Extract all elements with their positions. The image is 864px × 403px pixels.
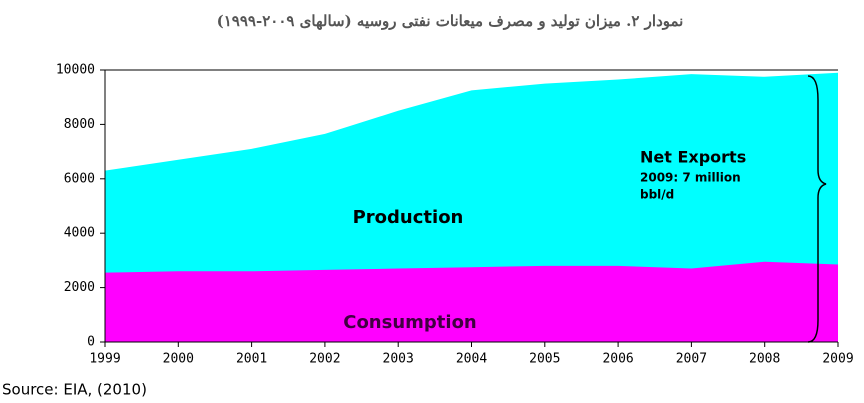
x-tick-label: 1999: [89, 352, 120, 367]
x-tick-label: 2005: [529, 352, 560, 367]
y-tick-label: 10000: [56, 63, 95, 78]
y-tick-label: 0: [87, 335, 95, 350]
x-tick-label: 2002: [309, 352, 340, 367]
series-label: Consumption: [343, 312, 477, 333]
x-tick-label: 2006: [602, 352, 633, 367]
source: Source: EIA, (2010): [2, 381, 147, 399]
annotation: Net Exports: [640, 148, 746, 167]
x-tick-label: 2007: [676, 352, 707, 367]
annotation: 2009: 7 million: [640, 171, 741, 185]
plot: 0 2000 4000 6000 8000 10000 1999 2000 2001 2002 20…: [56, 63, 854, 367]
chart-title: نمودار ۲. میزان تولید و مصرف میعانات نفت…: [217, 12, 684, 30]
x-tick-label: 2009: [822, 352, 853, 367]
x-tick-label: 2004: [456, 352, 487, 367]
y-tick-label: 8000: [64, 117, 95, 132]
area: [105, 261, 838, 342]
annotation: bbl/d: [640, 188, 674, 202]
series-label: Production: [353, 207, 464, 228]
brace: [807, 75, 827, 343]
y-tick-label: 6000: [64, 171, 95, 186]
x-tick-label: 2003: [383, 352, 414, 367]
x-tick-label: 2000: [163, 352, 194, 367]
x-tick-label: 2001: [236, 352, 267, 367]
x-tick-label: 2008: [749, 352, 780, 367]
y-tick-label: 4000: [64, 226, 95, 241]
y-tick-label: 2000: [64, 280, 95, 295]
